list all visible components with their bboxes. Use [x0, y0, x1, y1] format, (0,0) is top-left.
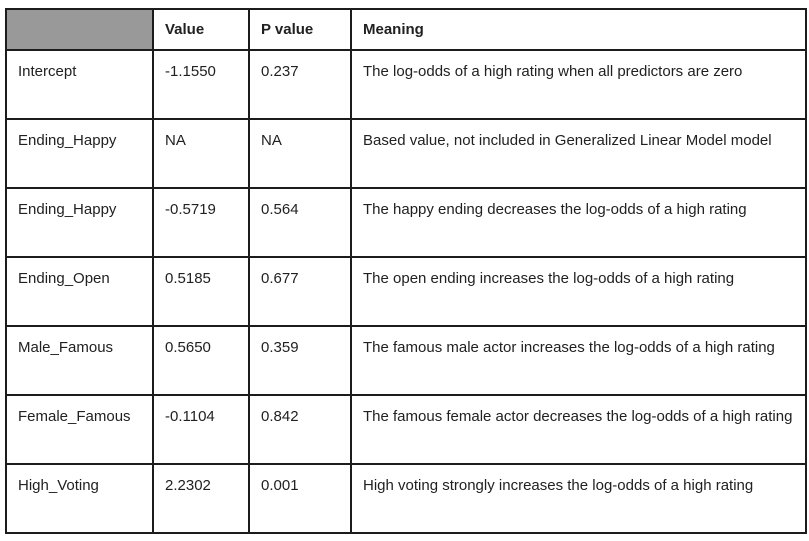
- table-row: Female_Famous -0.1104 0.842 The famous fema…: [5, 394, 807, 465]
- cell-p-value: 0.677: [248, 256, 352, 327]
- cell-value: 0.5185: [152, 256, 250, 327]
- header-cell-empty: [5, 8, 154, 51]
- table-row: Male_Famous 0.5650 0.359 The famous male ac…: [5, 325, 807, 396]
- header-cell-value: Value: [152, 8, 250, 51]
- table-row: High_Voting 2.2302 0.001 High voting strong…: [5, 463, 807, 534]
- cell-name: Female_Famous: [5, 394, 154, 465]
- cell-p-value: 0.001: [248, 463, 352, 534]
- cell-meaning: The log-odds of a high rating when all p…: [350, 49, 807, 120]
- glm-results-table: Value P value Meaning Intercept -1.1550 0.…: [5, 8, 807, 534]
- cell-p-value: 0.842: [248, 394, 352, 465]
- cell-name: Male_Famous: [5, 325, 154, 396]
- cell-meaning: The open ending increases the log-odds o…: [350, 256, 807, 327]
- table-row: Ending_Open 0.5185 0.677 The open ending in…: [5, 256, 807, 327]
- header-cell-pvalue: P value: [248, 8, 352, 51]
- cell-value: 2.2302: [152, 463, 250, 534]
- cell-name: Intercept: [5, 49, 154, 120]
- table-header-row: Value P value Meaning: [5, 8, 807, 51]
- cell-meaning: The famous male actor increases the log-…: [350, 325, 807, 396]
- cell-value: 0.5650: [152, 325, 250, 396]
- cell-meaning: The happy ending decreases the log-odds …: [350, 187, 807, 258]
- table-row: Intercept -1.1550 0.237 The log-odds of a h…: [5, 49, 807, 120]
- cell-value: -1.1550: [152, 49, 250, 120]
- cell-p-value: 0.359: [248, 325, 352, 396]
- cell-p-value: NA: [248, 118, 352, 189]
- cell-value: -0.1104: [152, 394, 250, 465]
- cell-name: Ending_Open: [5, 256, 154, 327]
- table-row: Ending_Happy -0.5719 0.564 The happy ending…: [5, 187, 807, 258]
- header-cell-meaning: Meaning: [350, 8, 807, 51]
- cell-meaning: The famous female actor decreases the lo…: [350, 394, 807, 465]
- cell-name: Ending_Happy: [5, 118, 154, 189]
- cell-meaning: High voting strongly increases the log-o…: [350, 463, 807, 534]
- table-row: Ending_Happy NA NA Based value, not include…: [5, 118, 807, 189]
- cell-p-value: 0.237: [248, 49, 352, 120]
- cell-value: -0.5719: [152, 187, 250, 258]
- cell-name: Ending_Happy: [5, 187, 154, 258]
- cell-value: NA: [152, 118, 250, 189]
- cell-meaning: Based value, not included in Generalized…: [350, 118, 807, 189]
- cell-name: High_Voting: [5, 463, 154, 534]
- cell-p-value: 0.564: [248, 187, 352, 258]
